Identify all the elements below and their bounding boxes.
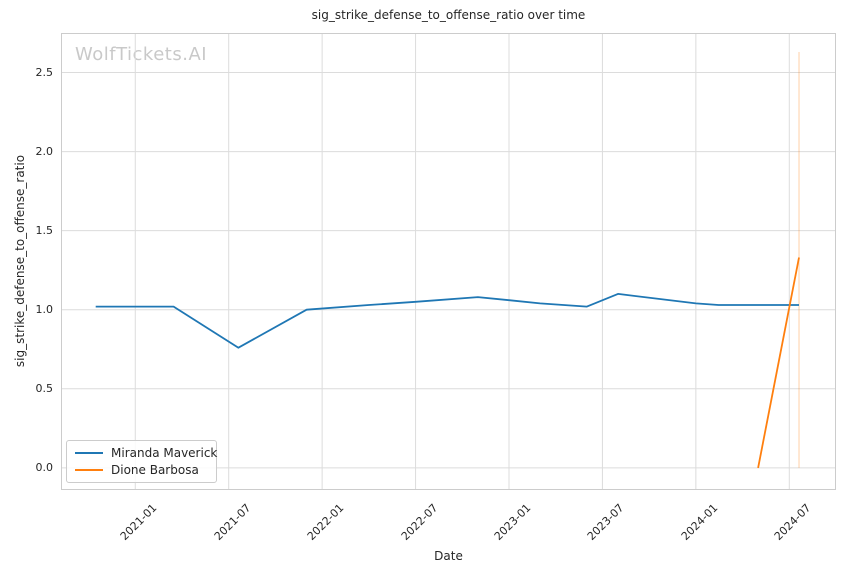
legend-line-swatch xyxy=(75,469,103,472)
y-tick-label: 2.5 xyxy=(35,65,54,79)
plot-area xyxy=(61,33,836,490)
legend-item: Dione Barbosa xyxy=(75,462,210,480)
legend: Miranda Maverick Dione Barbosa xyxy=(66,440,217,483)
chart-canvas xyxy=(61,33,836,490)
watermark: WolfTickets.AI xyxy=(75,44,208,65)
y-tick-label: 0.5 xyxy=(35,381,54,395)
y-tick-label: 1.0 xyxy=(35,302,54,316)
series-line-miranda-maverick xyxy=(95,292,799,349)
series-line-dione-barbosa xyxy=(757,257,800,469)
legend-item-label: Dione Barbosa xyxy=(111,463,199,478)
x-axis-label: Date xyxy=(434,549,463,563)
chart-title: sig_strike_defense_to_offense_ratio over… xyxy=(311,8,586,22)
y-tick-label: 0.0 xyxy=(35,460,54,474)
axes-frame xyxy=(61,33,836,490)
legend-item-label: Miranda Maverick xyxy=(111,445,218,460)
legend-item: Miranda Maverick xyxy=(75,444,217,462)
legend-line-swatch xyxy=(75,451,103,454)
y-tick-label: 2.0 xyxy=(35,144,54,158)
y-tick-label: 1.5 xyxy=(35,223,54,237)
y-axis-label: sig_strike_defense_to_offense_ratio xyxy=(13,154,27,368)
